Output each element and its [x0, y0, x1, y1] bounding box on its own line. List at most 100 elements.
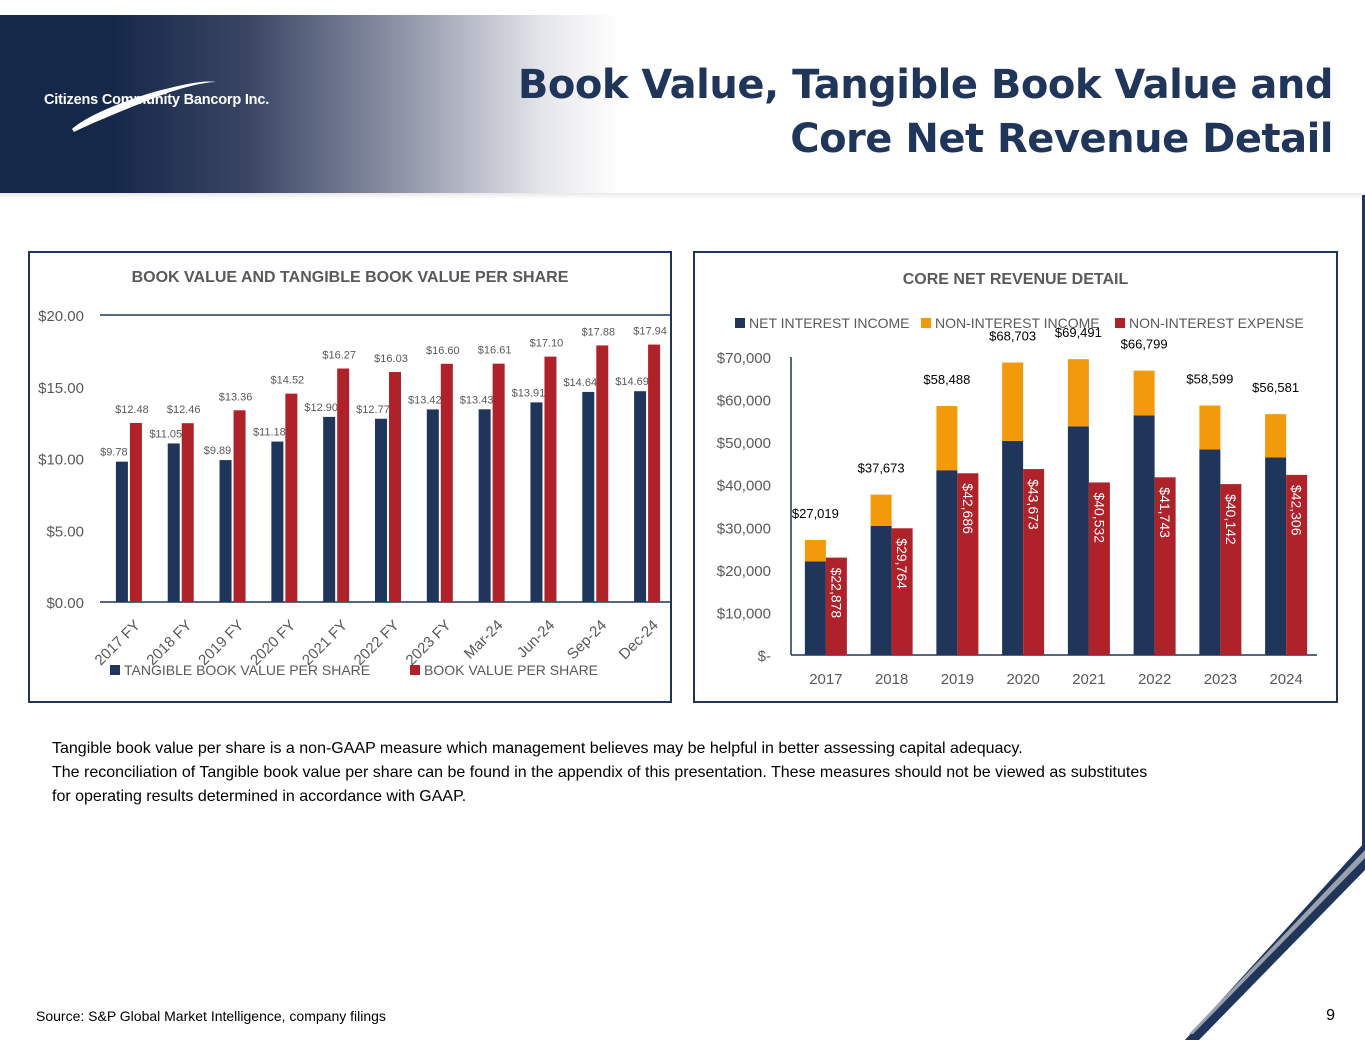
- total-revenue-label: $58,599: [1186, 372, 1233, 387]
- y-tick-label: $-: [758, 648, 771, 665]
- page-number: 9: [1326, 1007, 1335, 1024]
- source-note: Source: S&P Global Market Intelligence, …: [36, 1008, 386, 1024]
- book-value-data-label: $14.52: [271, 375, 305, 387]
- book-value-bar: [648, 344, 661, 602]
- non-interest-expense-bar: [1088, 482, 1110, 655]
- corner-accent: [1185, 842, 1365, 1040]
- x-tick-label: 2020: [1006, 671, 1039, 688]
- x-tick-label: Jun-24: [514, 617, 558, 661]
- non-interest-expense-bar: [1286, 474, 1308, 655]
- tangible-bv-data-label: $13.42: [408, 394, 442, 406]
- x-tick-label: 2019: [941, 671, 974, 688]
- y-tick-label: $15.00: [38, 380, 84, 397]
- tangible-bv-bar: [167, 443, 180, 602]
- book-value-bar: [492, 363, 505, 602]
- non-interest-expense-bar: [1023, 469, 1045, 655]
- x-tick-label: 2024: [1269, 671, 1302, 688]
- non-interest-income-bar: [870, 494, 892, 527]
- y-tick-label: $40,000: [717, 478, 771, 495]
- y-tick-label: $20,000: [717, 563, 771, 580]
- book-value-bar: [440, 363, 453, 602]
- y-tick-label: $10.00: [38, 452, 84, 469]
- core-revenue-chart-panel: CORE NET REVENUE DETAIL NET INTEREST INC…: [693, 251, 1338, 703]
- legend-swatch: [921, 318, 931, 328]
- total-revenue-label: $58,488: [923, 372, 970, 387]
- y-tick-label: $20.00: [38, 308, 84, 325]
- legend-label: NET INTEREST INCOME: [749, 315, 910, 331]
- title-line-2: Core Net Revenue Detail: [790, 116, 1333, 162]
- non-interest-income-bar: [1199, 405, 1221, 450]
- expense-data-label: $29,764: [894, 538, 910, 589]
- tangible-bv-data-label: $12.90: [304, 402, 338, 414]
- x-tick-label: 2023: [1204, 671, 1237, 688]
- tangible-bv-data-label: $11.18: [253, 427, 286, 439]
- book-value-bar: [181, 423, 194, 602]
- legend-swatch-book-value: [410, 665, 420, 675]
- x-tick-label: 2018: [875, 671, 908, 688]
- header-divider: [0, 193, 1365, 199]
- tangible-bv-data-label: $13.43: [460, 394, 494, 406]
- right-edge-accent: [1362, 195, 1365, 855]
- x-tick-label: Dec-24: [616, 617, 662, 663]
- book-value-bar: [389, 371, 401, 602]
- book-value-data-label: $12.48: [115, 404, 149, 416]
- footnote-line: The reconciliation of Tangible book valu…: [52, 764, 1148, 781]
- page-title: Book Value, Tangible Book Value and Core…: [518, 58, 1334, 166]
- expense-data-label: $42,686: [960, 483, 976, 534]
- y-tick-label: $70,000: [717, 350, 771, 367]
- book-value-data-label: $17.88: [581, 326, 615, 338]
- expense-data-label: $40,532: [1091, 492, 1107, 543]
- non-interest-expense-bar: [957, 473, 979, 655]
- book-value-data-label: $16.03: [374, 353, 408, 365]
- expense-data-label: $42,306: [1289, 485, 1305, 536]
- legend-label: NON-INTEREST INCOME: [935, 315, 1100, 331]
- tangible-bv-bar: [634, 391, 647, 602]
- tangible-bv-bar: [271, 441, 284, 602]
- non-interest-income-bar: [1067, 359, 1089, 427]
- non-interest-income-bar: [1133, 370, 1155, 416]
- book-value-bar: [129, 422, 142, 602]
- expense-data-label: $22,878: [828, 568, 844, 619]
- net-interest-income-bar: [804, 561, 826, 655]
- net-interest-income-bar: [1199, 449, 1221, 655]
- book-value-data-label: $16.60: [426, 345, 460, 357]
- book-value-data-label: $17.10: [530, 338, 564, 350]
- tangible-bv-bar: [426, 409, 439, 602]
- total-revenue-label: $69,491: [1055, 325, 1102, 340]
- net-interest-income-bar: [1067, 426, 1089, 655]
- y-tick-label: $0.00: [46, 595, 84, 612]
- x-tick-label: Mar-24: [461, 617, 507, 663]
- book-value-data-label: $12.46: [167, 404, 201, 416]
- legend-label-tangible: TANGIBLE BOOK VALUE PER SHARE: [124, 662, 370, 678]
- tangible-bv-data-label: $13.91: [512, 387, 546, 399]
- book-value-data-label: $13.36: [219, 391, 253, 403]
- book-value-chart-title: BOOK VALUE AND TANGIBLE BOOK VALUE PER S…: [131, 269, 569, 286]
- tangible-bv-bar: [219, 460, 232, 602]
- tangible-bv-bar: [530, 402, 543, 602]
- book-value-bar: [544, 356, 557, 602]
- footnote-line: Tangible book value per share is a non-G…: [52, 740, 1023, 757]
- non-interest-income-bar: [936, 406, 958, 471]
- y-tick-label: $50,000: [717, 435, 771, 452]
- total-revenue-label: $27,019: [792, 506, 839, 521]
- non-interest-expense-bar: [825, 557, 847, 655]
- x-tick-label: Sep-24: [564, 617, 610, 663]
- legend-swatch: [735, 318, 745, 328]
- tangible-bv-data-label: $14.64: [563, 377, 597, 389]
- net-interest-income-bar: [870, 526, 892, 655]
- book-value-data-label: $16.61: [478, 345, 512, 357]
- tangible-bv-bar: [323, 416, 336, 602]
- book-value-data-label: $16.27: [322, 350, 356, 362]
- header-band: [0, 15, 620, 195]
- net-interest-income-bar: [1002, 440, 1024, 655]
- book-value-bar: [285, 393, 298, 602]
- non-interest-expense-bar: [1220, 484, 1242, 655]
- non-interest-income-bar: [1002, 362, 1024, 441]
- tangible-bv-data-label: $14.69: [615, 376, 649, 388]
- tangible-bv-bar: [375, 418, 387, 602]
- non-interest-income-bar: [1265, 414, 1287, 458]
- footnote: Tangible book value per share is a non-G…: [52, 737, 1322, 809]
- legend-label: NON-INTEREST EXPENSE: [1129, 315, 1304, 331]
- tangible-bv-bar: [478, 409, 491, 602]
- book-value-bar: [596, 345, 609, 602]
